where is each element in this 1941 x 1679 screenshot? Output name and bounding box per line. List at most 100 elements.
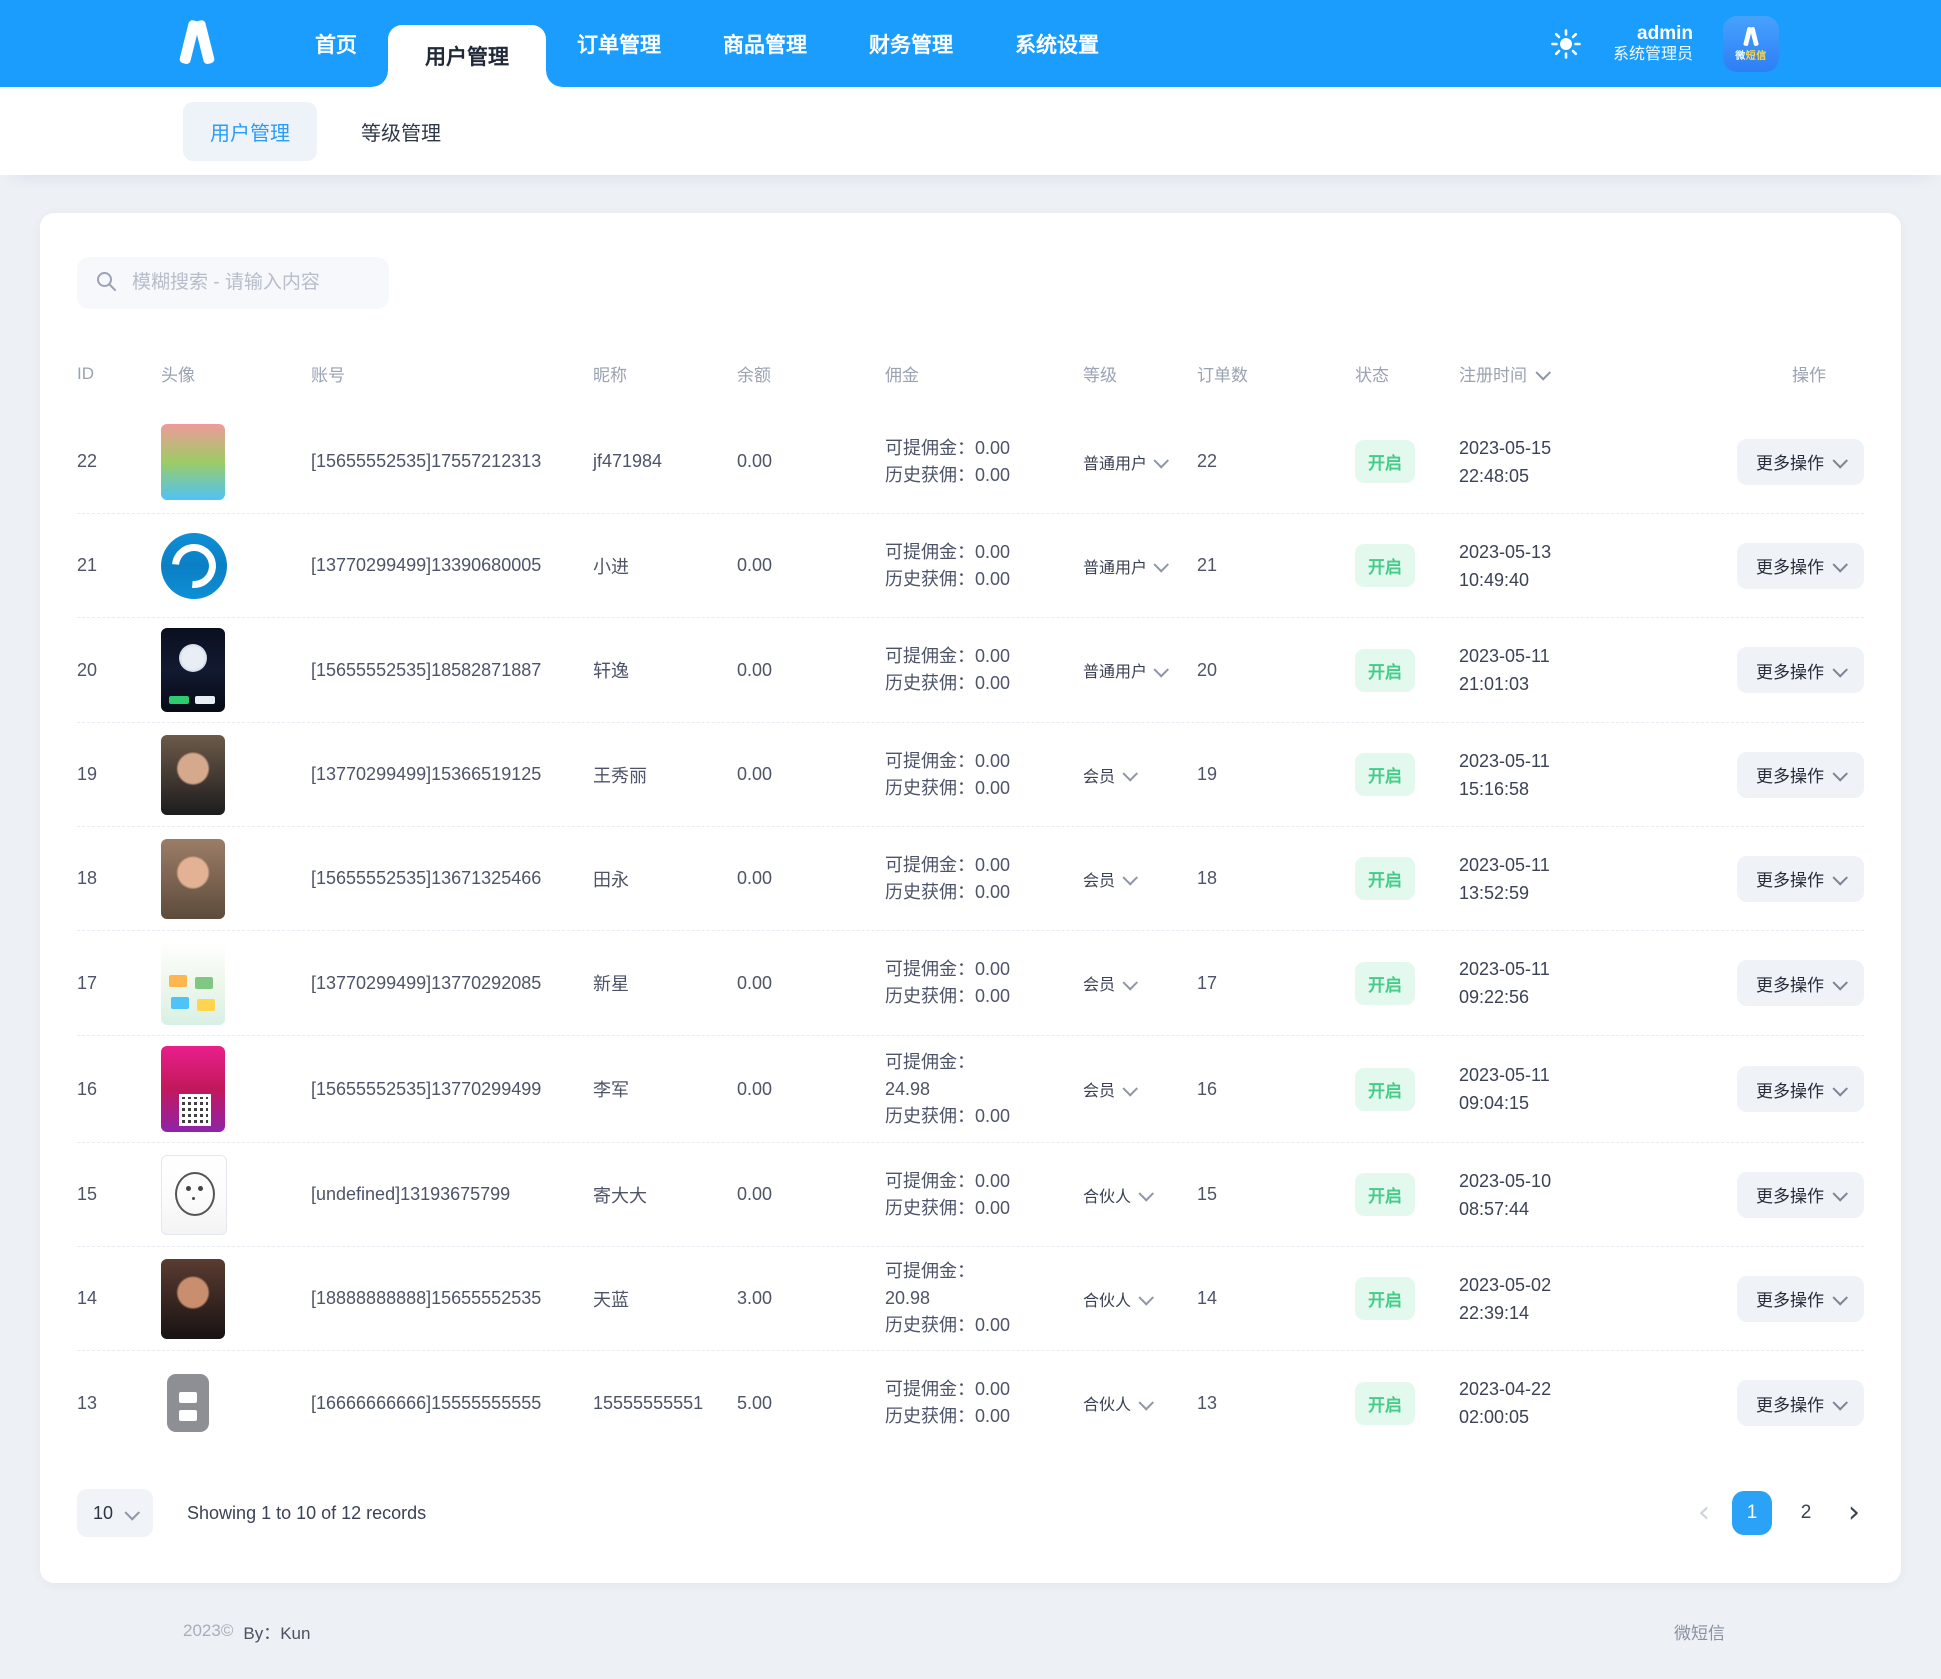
column-header-注册时间[interactable]: 注册时间 <box>1459 361 1681 386</box>
status-badge[interactable]: 开启 <box>1355 753 1415 796</box>
more-actions-label: 更多操作 <box>1756 662 1824 682</box>
app-logo[interactable] <box>168 0 226 87</box>
next-page-button[interactable]: › <box>1848 1495 1860 1530</box>
cell-register-time: 2023-05-15 22:48:05 <box>1459 434 1681 490</box>
nav-item-首页[interactable]: 首页 <box>315 33 357 57</box>
sort-caret-icon <box>1535 365 1551 381</box>
page-button-1[interactable]: 1 <box>1732 1491 1772 1535</box>
nav-item-订单管理[interactable]: 订单管理 <box>577 33 661 57</box>
column-header-等级: 等级 <box>1083 361 1197 386</box>
user-avatar-image <box>161 734 225 815</box>
nav-item-商品管理[interactable]: 商品管理 <box>723 33 807 57</box>
cell-actions: 更多操作 <box>1737 960 1864 1006</box>
cell-avatar <box>161 734 311 815</box>
table-row: 20 [15655552535]18582871887 轩逸 0.00 可提佣金：0.0… <box>77 618 1864 723</box>
more-actions-button[interactable]: 更多操作 <box>1737 1275 1864 1322</box>
register-time-line: 08:57:44 <box>1459 1198 1530 1219</box>
cell-status: 开启 <box>1355 857 1459 900</box>
cell-orders: 15 <box>1197 1184 1218 1204</box>
content-card: ID 头像 账号 昵称 余额 佣金 等级 订单数 状态 注册时间 操作 22 [15655552535… <box>40 213 1901 1583</box>
chevron-down-icon <box>1832 1080 1848 1097</box>
more-actions-button[interactable]: 更多操作 <box>1737 438 1864 485</box>
status-badge[interactable]: 开启 <box>1355 544 1415 587</box>
status-badge[interactable]: 开启 <box>1355 440 1415 483</box>
column-header-账号: 账号 <box>311 361 593 386</box>
user-avatar-image <box>161 628 225 712</box>
more-actions-button[interactable]: 更多操作 <box>1737 1380 1864 1426</box>
level-select[interactable]: 合伙人 <box>1083 1287 1197 1311</box>
more-actions-label: 更多操作 <box>1756 871 1824 890</box>
nav-item-用户管理[interactable]: 用户管理 <box>372 25 562 87</box>
chevron-down-icon <box>1153 557 1169 573</box>
level-select[interactable]: 普通用户 <box>1083 450 1197 474</box>
cell-id: 18 <box>77 868 98 888</box>
status-badge[interactable]: 开启 <box>1355 1381 1415 1425</box>
cell-status: 开启 <box>1355 1067 1459 1111</box>
table-header: ID 头像 账号 昵称 余额 佣金 等级 订单数 状态 注册时间 操作 <box>77 309 1864 410</box>
user-avatar-image <box>161 1370 217 1436</box>
more-actions-button[interactable]: 更多操作 <box>1737 855 1864 902</box>
table-row: 21 [13770299499]13390680005 小进 0.00 可提佣金：0.0… <box>77 514 1864 618</box>
nav-item-财务管理[interactable]: 财务管理 <box>869 33 953 57</box>
table-row: 13 [16666666666]15555555555 15555555551 5.0… <box>77 1351 1864 1455</box>
status-badge[interactable]: 开启 <box>1355 1277 1415 1320</box>
commission-line: 可提佣金：0.00 <box>885 854 1011 875</box>
level-select[interactable]: 普通用户 <box>1083 554 1197 578</box>
chevron-down-icon <box>1122 870 1139 886</box>
register-time-line: 09:04:15 <box>1459 1093 1530 1113</box>
commission-line: 可提佣金：0.00 <box>885 750 1011 771</box>
avatar-logo-icon <box>1738 26 1764 46</box>
user-avatar-image <box>161 423 225 500</box>
cell-balance: 0.00 <box>737 555 773 575</box>
level-select[interactable]: 会员 <box>1083 971 1197 995</box>
level-value: 普通用户 <box>1083 664 1146 681</box>
level-select[interactable]: 会员 <box>1083 867 1197 891</box>
chevron-down-icon <box>1122 1080 1139 1097</box>
status-badge[interactable]: 开启 <box>1355 961 1415 1005</box>
status-badge[interactable]: 开启 <box>1355 1067 1415 1111</box>
cell-account: [16666666666]15555555555 <box>311 1392 542 1413</box>
subnav-item-用户管理[interactable]: 用户管理 <box>183 101 317 161</box>
cell-id: 19 <box>77 764 98 784</box>
more-actions-button[interactable]: 更多操作 <box>1737 647 1864 693</box>
level-value: 合伙人 <box>1083 1397 1132 1414</box>
search-input[interactable] <box>130 271 372 295</box>
level-select[interactable]: 普通用户 <box>1083 658 1197 682</box>
nav-item-系统设置[interactable]: 系统设置 <box>1015 33 1099 57</box>
subnav-item-等级管理[interactable]: 等级管理 <box>361 122 441 145</box>
more-actions-button[interactable]: 更多操作 <box>1737 542 1864 589</box>
avatar[interactable]: 微短信 <box>1723 15 1779 72</box>
logo-m-icon <box>168 18 226 69</box>
page-size-select[interactable]: 10 <box>77 1489 154 1537</box>
cell-balance: 0.00 <box>737 659 773 680</box>
user-avatar-image <box>161 1154 227 1235</box>
main-nav: 首页 用户管理 订单管理 商品管理 财务管理 系统设置 <box>284 0 1130 87</box>
level-select[interactable]: 会员 <box>1083 1077 1197 1101</box>
more-actions-button[interactable]: 更多操作 <box>1737 1171 1864 1218</box>
commission-line: 可提佣金：0.00 <box>885 959 1011 979</box>
level-select[interactable]: 合伙人 <box>1083 1183 1197 1207</box>
chevron-down-icon <box>124 1504 141 1521</box>
cell-balance: 0.00 <box>737 972 773 993</box>
more-actions-button[interactable]: 更多操作 <box>1737 960 1864 1006</box>
more-actions-label: 更多操作 <box>1756 1081 1824 1101</box>
status-badge[interactable]: 开启 <box>1355 857 1415 900</box>
user-meta[interactable]: admin 系统管理员 <box>1613 22 1693 66</box>
column-header-label: 操作 <box>1792 366 1826 385</box>
status-badge[interactable]: 开启 <box>1355 1173 1415 1216</box>
search-box[interactable] <box>77 257 389 309</box>
column-header-操作: 操作 <box>1681 361 1864 386</box>
commission-line: 历史获佣：0.00 <box>885 1105 1011 1126</box>
cell-account: [13770299499]13770292085 <box>311 972 542 993</box>
page-button-2[interactable]: 2 <box>1800 1502 1812 1523</box>
status-badge[interactable]: 开启 <box>1355 648 1415 692</box>
level-select[interactable]: 合伙人 <box>1083 1391 1197 1415</box>
column-header-label: 账号 <box>311 366 345 385</box>
more-actions-button[interactable]: 更多操作 <box>1737 751 1864 798</box>
level-select[interactable]: 会员 <box>1083 763 1197 787</box>
more-actions-button[interactable]: 更多操作 <box>1737 1066 1864 1112</box>
chevron-down-icon <box>1832 1290 1848 1306</box>
theme-toggle-sun-icon[interactable] <box>1549 27 1583 61</box>
cell-status: 开启 <box>1355 440 1459 483</box>
prev-page-button[interactable]: ‹ <box>1698 1495 1710 1530</box>
